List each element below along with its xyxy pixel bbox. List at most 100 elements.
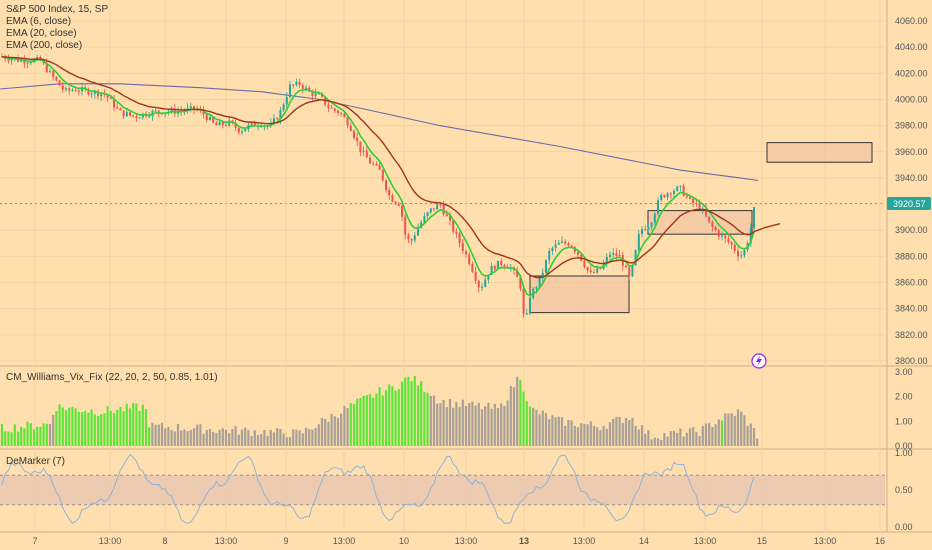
ema6-label[interactable]: EMA (6, close) xyxy=(6,16,71,27)
vix-bar xyxy=(266,435,269,446)
vix-bar xyxy=(352,403,356,446)
candle-body xyxy=(637,233,640,251)
vix-bar xyxy=(253,430,256,446)
candle-body xyxy=(717,230,720,237)
lightning-icon[interactable] xyxy=(751,353,767,369)
candle-body xyxy=(500,260,503,266)
candle-body xyxy=(49,70,51,72)
candle-body xyxy=(273,118,275,124)
vix-bar xyxy=(516,376,519,446)
vix-bar xyxy=(20,426,23,446)
vix-bar xyxy=(224,429,228,446)
vix-bar xyxy=(480,409,484,446)
vix-bar xyxy=(714,424,717,446)
vix-bar xyxy=(231,428,234,446)
vix-bar xyxy=(186,431,189,446)
vix-bar xyxy=(272,432,276,446)
vix-bar xyxy=(311,429,314,446)
ema200-label[interactable]: EMA (200, close) xyxy=(6,40,82,51)
candle-body xyxy=(317,93,320,95)
candle-body xyxy=(237,127,240,133)
ema20-line xyxy=(1,56,781,279)
candle-body xyxy=(135,116,138,118)
candle-body xyxy=(609,254,611,257)
vix-bar xyxy=(618,416,621,446)
vix-bar xyxy=(426,392,429,446)
vix-bar xyxy=(340,413,343,446)
vix-bar xyxy=(10,432,13,446)
candle-body xyxy=(429,208,432,213)
time-tick-label: 13:00 xyxy=(573,536,596,546)
candle-body xyxy=(45,63,48,72)
candle-body xyxy=(292,84,295,86)
candle-body xyxy=(327,104,330,108)
vix-bar xyxy=(570,420,573,446)
vix-bar xyxy=(202,433,205,446)
candle-body xyxy=(119,108,122,111)
vix-bar xyxy=(119,407,122,446)
vix-title[interactable]: CM_Williams_Vix_Fix (22, 20, 2, 50, 0.85… xyxy=(6,372,218,383)
vix-bar xyxy=(621,423,624,446)
candle-body xyxy=(433,208,435,210)
vix-bar xyxy=(384,390,388,446)
vix-bar xyxy=(666,436,669,446)
vix-bar xyxy=(221,428,224,446)
vix-bar xyxy=(320,417,324,446)
candle-body xyxy=(647,227,650,230)
candle-body xyxy=(407,234,410,240)
candle-body xyxy=(426,212,429,217)
vix-bar xyxy=(602,425,605,446)
candle-body xyxy=(404,216,407,235)
vix-bar xyxy=(48,423,52,446)
vix-bar xyxy=(298,430,301,446)
candle-body xyxy=(497,260,499,270)
candle-body xyxy=(122,110,125,117)
candle-body xyxy=(212,117,215,123)
vix-bar xyxy=(740,411,743,446)
time-tick-label: 10 xyxy=(399,536,409,546)
vix-bar xyxy=(112,413,116,446)
vix-bar xyxy=(7,431,10,446)
candle-body xyxy=(650,222,653,228)
candle-body xyxy=(221,121,224,125)
candle-body xyxy=(413,235,416,241)
candle-body xyxy=(477,280,480,288)
vix-bar xyxy=(141,404,144,446)
vix-bar xyxy=(23,428,26,446)
candle-body xyxy=(538,277,541,288)
vix-bar xyxy=(429,395,432,446)
vix-bar xyxy=(586,424,589,446)
candle-body xyxy=(61,85,64,90)
vix-bar xyxy=(45,423,48,446)
candle-body xyxy=(487,274,490,280)
vix-bar xyxy=(16,431,20,446)
vix-bar xyxy=(538,414,541,446)
vix-bar xyxy=(103,413,106,446)
vix-bar xyxy=(378,387,381,446)
vix-bar xyxy=(0,423,4,446)
ema20-label[interactable]: EMA (20, close) xyxy=(6,28,77,39)
candle-body xyxy=(106,94,109,98)
time-tick-label: 13:00 xyxy=(333,536,356,546)
vix-bar xyxy=(218,429,221,446)
vix-bar xyxy=(295,429,298,446)
candle-body xyxy=(36,57,39,60)
candle-body xyxy=(321,93,323,97)
vix-bar xyxy=(512,387,516,446)
vix-bar xyxy=(32,429,36,446)
vix-bar xyxy=(733,415,736,446)
candle-body xyxy=(641,229,643,234)
candle-body xyxy=(250,122,253,125)
demarker-title[interactable]: DeMarker (7) xyxy=(6,456,65,467)
candle-body xyxy=(452,220,455,232)
vix-bar xyxy=(560,417,564,446)
supply-demand-zone xyxy=(766,142,873,163)
vix-bar xyxy=(720,420,724,446)
vix-bar xyxy=(624,418,628,446)
candle-body xyxy=(727,238,730,243)
vix-bar xyxy=(461,399,464,446)
candle-body xyxy=(359,141,362,152)
candle-body xyxy=(586,267,589,271)
